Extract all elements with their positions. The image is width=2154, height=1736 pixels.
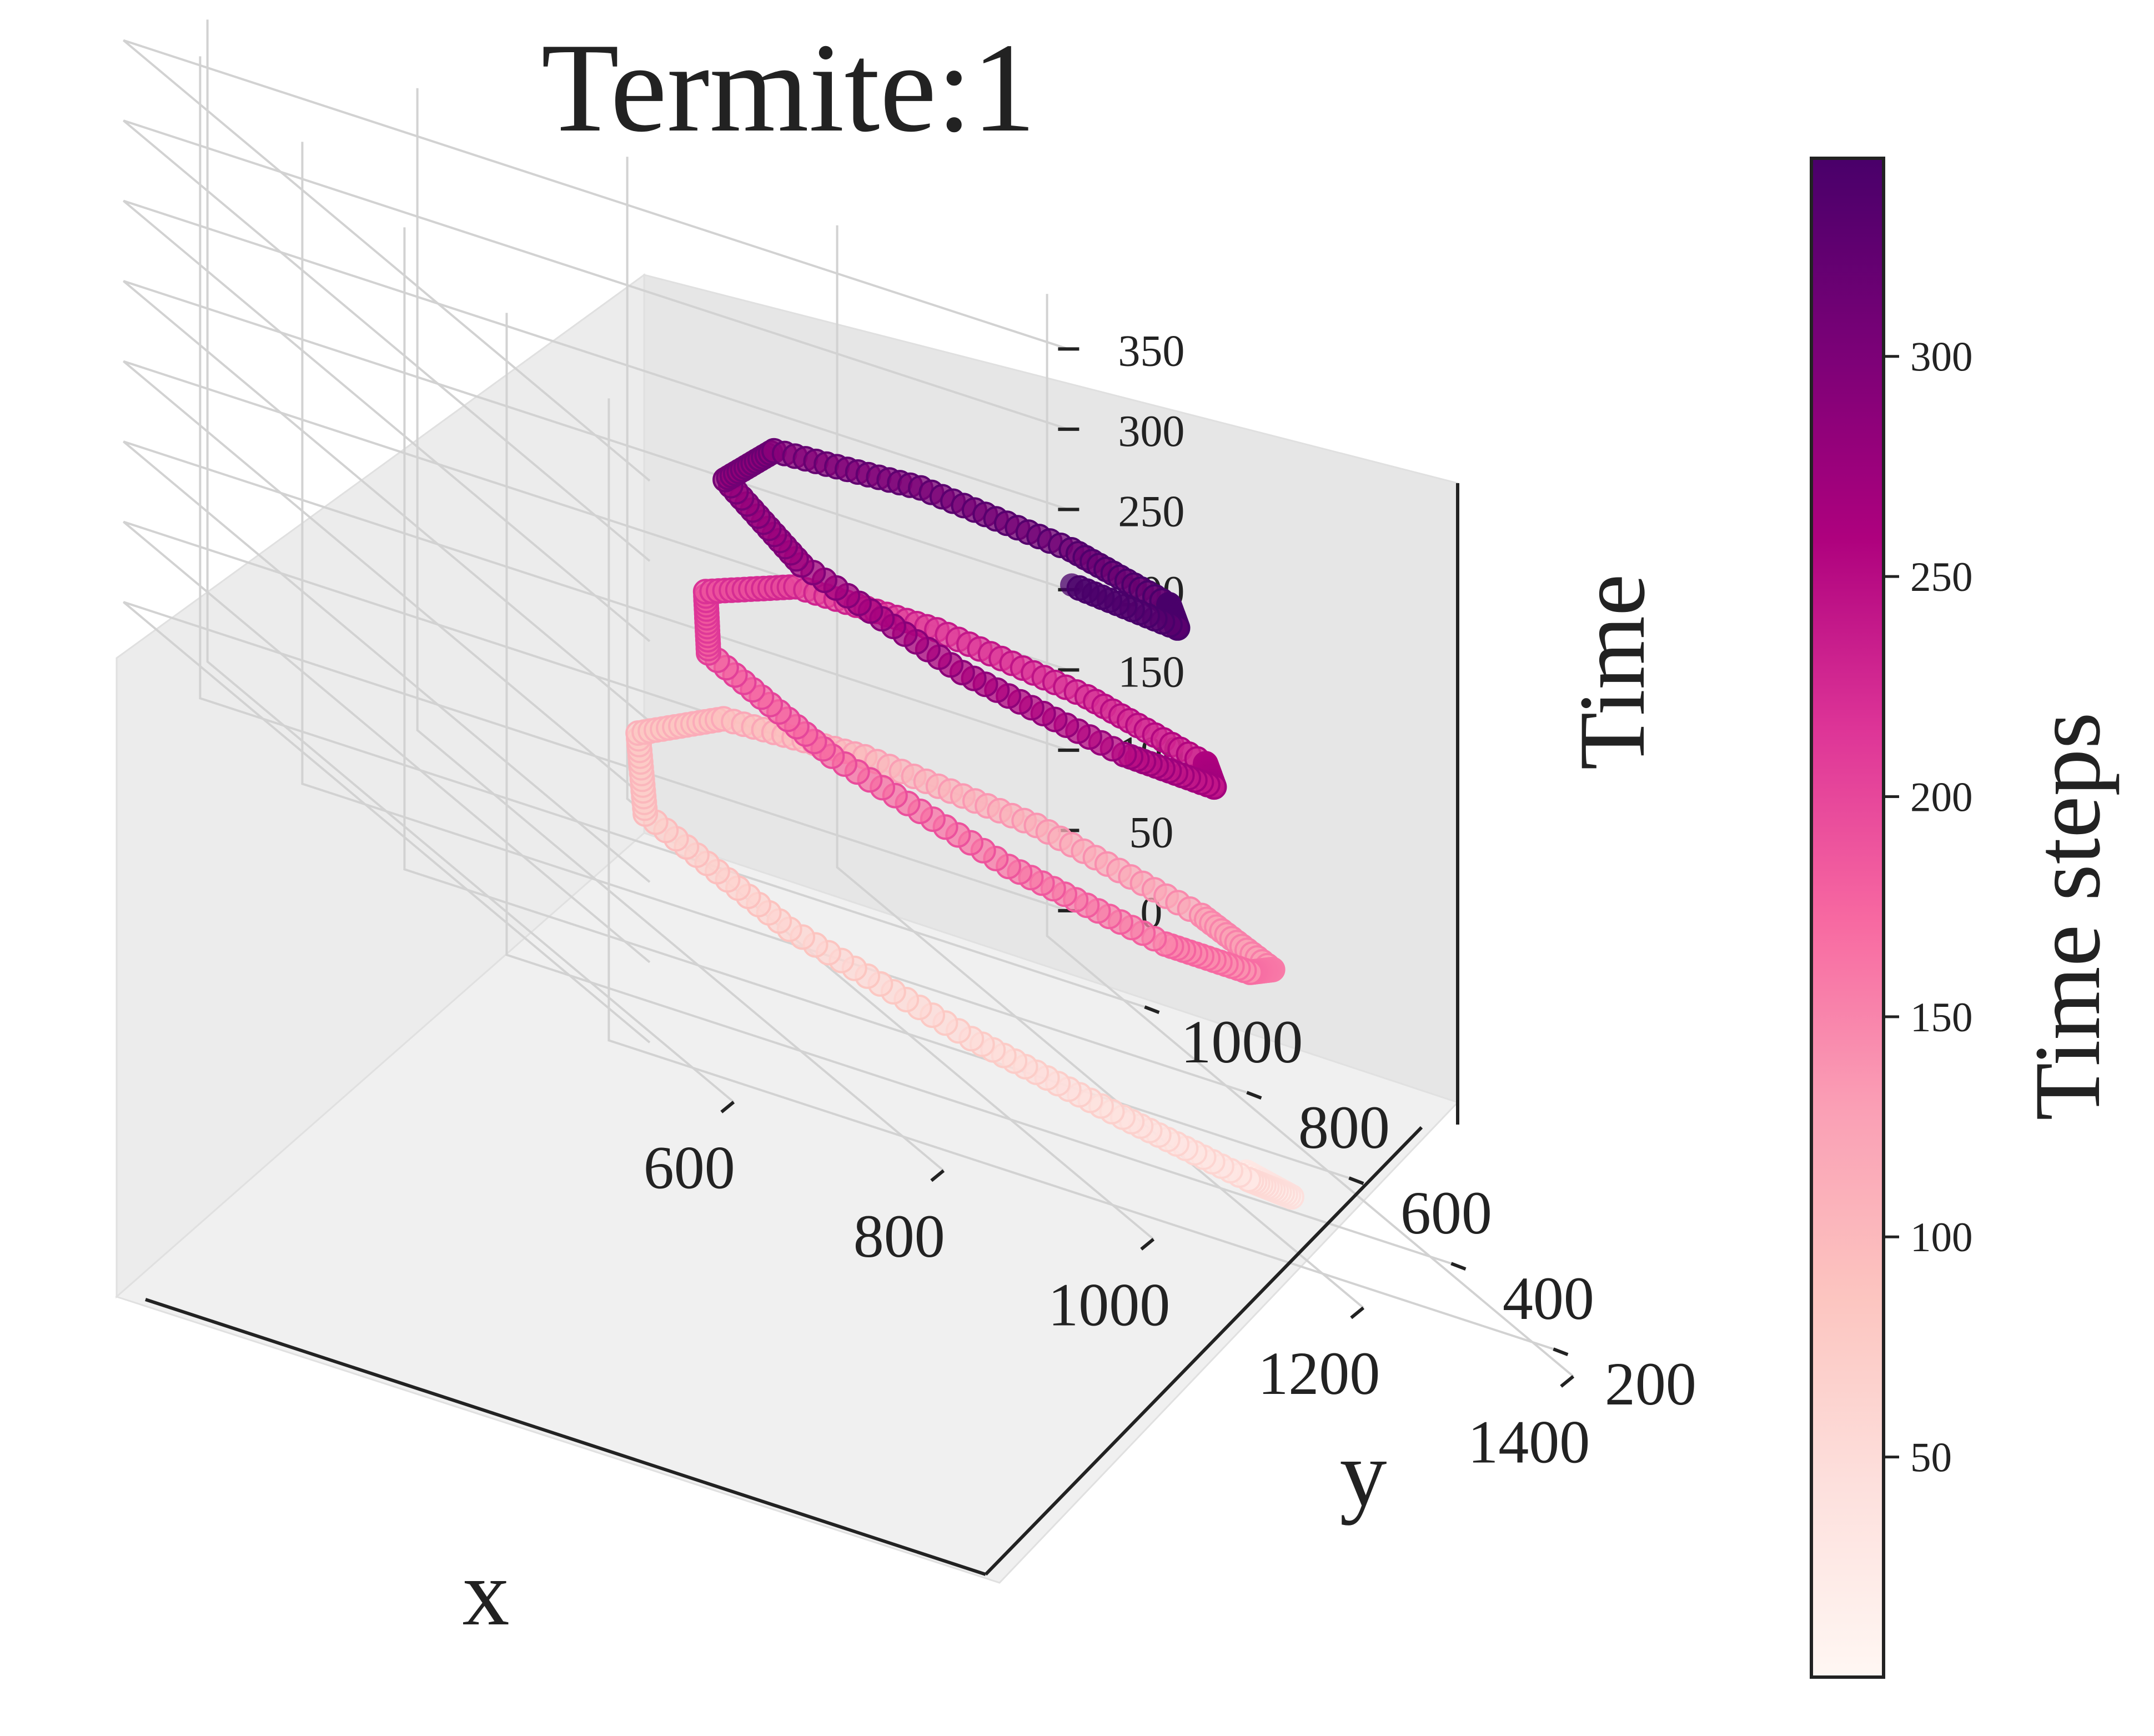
gridline-z <box>123 199 1069 643</box>
colorbar-tick-label: 250 <box>1910 554 1973 600</box>
y-tick-mark <box>1450 1262 1467 1271</box>
floor-pane <box>115 832 1459 1584</box>
y-axis-line <box>984 1126 1423 1576</box>
gridline-x <box>1046 294 1574 1377</box>
y-tick-mark <box>1553 1347 1569 1356</box>
x-tick-mark <box>1350 1306 1365 1319</box>
colorbar-tick-label: 50 <box>1910 1435 1952 1481</box>
gridline-y <box>199 56 1146 1009</box>
x-tick-mark <box>930 1169 945 1182</box>
gridlines <box>123 19 1574 1377</box>
gridline-y <box>607 398 1554 1351</box>
x-tick-mark <box>1560 1375 1575 1388</box>
colorbar-tick-label: 300 <box>1910 334 1973 380</box>
x-tick-label: 1400 <box>1468 1408 1590 1476</box>
colorbar-tick-label: 200 <box>1910 774 1973 820</box>
x-ticks: 600 800 1000 1200 1400 <box>644 1101 1590 1476</box>
gridline-z <box>123 601 1069 1043</box>
z-tick-label: 350 <box>1118 327 1184 375</box>
x-tick-label: 1200 <box>1258 1339 1380 1407</box>
x-axis-label: x <box>463 1541 510 1645</box>
z-tick-label: 50 <box>1129 808 1173 857</box>
gridline-z <box>123 440 1069 883</box>
gridline-y <box>301 142 1248 1094</box>
gridline-z <box>123 39 1069 482</box>
chart-title: Termite:1 <box>541 17 1036 158</box>
colorbar-tick-label: 100 <box>1910 1215 1973 1261</box>
z-tick-label: 150 <box>1118 648 1184 696</box>
y-tick-label: 600 <box>1400 1179 1492 1247</box>
y-tick-mark <box>1348 1176 1364 1185</box>
colorbar-label: Time steps <box>2015 712 2120 1120</box>
trajectory-points <box>625 438 1304 1210</box>
colorbar-ticks: 50 100 150 200 250 300 <box>1884 334 1973 1481</box>
z-tick-label: 250 <box>1118 487 1184 536</box>
colorbar-tick-label: 150 <box>1910 995 1973 1041</box>
y-axis-label: y <box>1340 1421 1387 1526</box>
y-tick-label: 800 <box>1298 1093 1390 1161</box>
trajectory-point <box>1060 573 1083 597</box>
y-tick-mark <box>1246 1091 1262 1100</box>
x-tick-mark <box>1140 1238 1155 1251</box>
y-tick-label: 200 <box>1605 1350 1696 1418</box>
colorbar-gradient <box>1810 157 1885 1679</box>
gridline-x <box>416 88 945 1172</box>
y-tick-label: 1000 <box>1181 1008 1303 1076</box>
gridline-z <box>123 360 1069 803</box>
colorbar: 50 100 150 200 250 300 Time steps <box>1810 157 2120 1679</box>
gridline-z <box>123 280 1069 723</box>
y-tick-mark <box>1144 1005 1160 1014</box>
z-axis-label: Time <box>1560 574 1664 770</box>
gridline-x <box>626 157 1154 1240</box>
gridline-y <box>505 313 1452 1265</box>
x-tick-label: 800 <box>853 1202 945 1270</box>
z-tick-label: 300 <box>1118 407 1184 456</box>
gridline-x <box>206 19 735 1103</box>
x-tick-mark <box>720 1101 735 1113</box>
x-axis-line <box>145 1298 986 1576</box>
gridline-z <box>123 119 1069 562</box>
x-tick-label: 600 <box>644 1133 735 1201</box>
x-tick-label: 1000 <box>1048 1271 1170 1338</box>
y-tick-label: 400 <box>1503 1265 1594 1332</box>
